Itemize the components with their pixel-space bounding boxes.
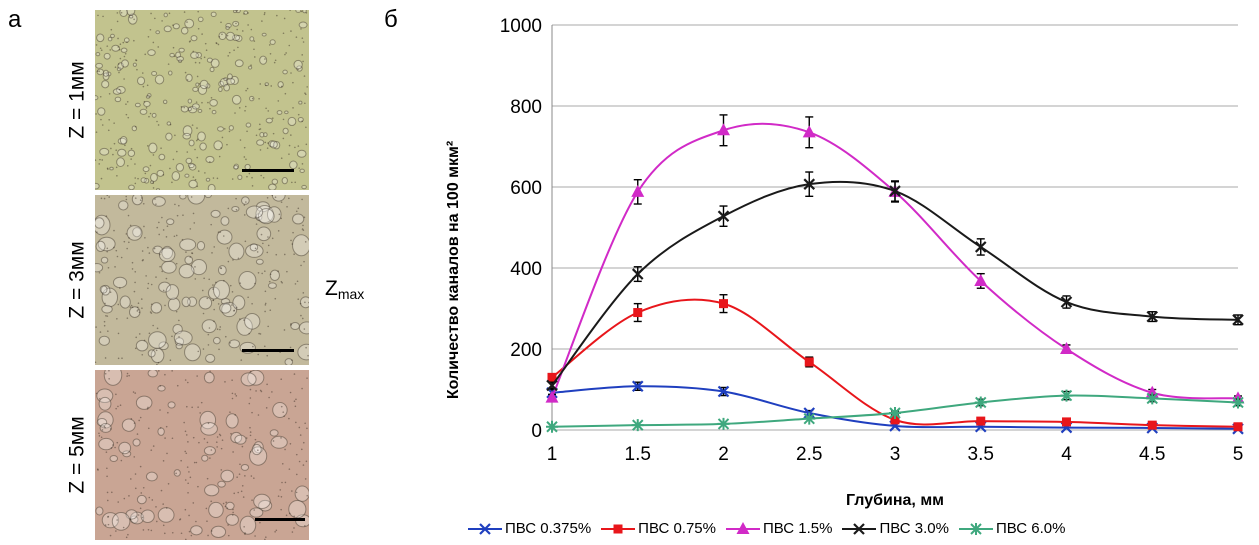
data-point xyxy=(546,379,558,392)
data-point xyxy=(804,357,814,367)
panel-b-letter: б xyxy=(384,6,398,33)
data-point xyxy=(631,184,645,197)
data-point xyxy=(717,210,730,222)
legend-swatch xyxy=(726,521,760,534)
data-point xyxy=(717,385,730,398)
z5-label: Z = 5мм xyxy=(66,416,90,494)
x-tick-label: 5 xyxy=(1233,444,1244,465)
data-point xyxy=(1060,342,1073,354)
legend-item: ПВС 6.0% xyxy=(958,520,1066,537)
scale-bar-z1 xyxy=(242,169,294,172)
x-tick-label: 3.5 xyxy=(968,444,994,465)
y-tick-label: 1000 xyxy=(500,16,542,37)
y-tick-label: 200 xyxy=(510,340,542,361)
data-point xyxy=(974,396,987,409)
x-tick-label: 2.5 xyxy=(796,444,822,465)
data-point xyxy=(1146,392,1159,405)
channels-depth-chart: 0 200 400 600 800 1000 1 1.5 2 2.5 3 3.5 4 4.5 5 Колич… xyxy=(445,16,1245,509)
data-point xyxy=(1146,310,1159,323)
legend-label: ПВС 0.375% xyxy=(505,520,592,537)
zmax-label: Zmax xyxy=(325,277,365,302)
legend-swatch xyxy=(468,522,502,535)
legend-label: ПВС 6.0% xyxy=(995,520,1066,537)
legend-item: ПВС 3.0% xyxy=(842,520,949,537)
y-axis-label: Количество каналов на 100 мкм² xyxy=(445,141,462,399)
data-point xyxy=(1147,420,1157,430)
scale-bar-z3 xyxy=(242,349,294,352)
x-tick-label: 3 xyxy=(890,444,901,465)
data-point xyxy=(889,185,901,197)
y-tick-label: 400 xyxy=(510,259,542,280)
data-point xyxy=(802,125,816,138)
y-tick-label: 0 xyxy=(531,421,542,442)
micrograph-z3 xyxy=(95,195,309,365)
data-point xyxy=(631,268,644,280)
legend-label: ПВС 0.75% xyxy=(638,520,716,537)
data-point xyxy=(889,406,901,419)
y-tick-label: 600 xyxy=(510,178,542,199)
legend-swatch xyxy=(601,524,636,533)
panel-a-letter: а xyxy=(8,6,22,33)
legend-label: ПВС 1.5% xyxy=(763,520,833,537)
x-tick-label: 1 xyxy=(547,444,558,465)
data-point xyxy=(633,308,643,318)
data-point xyxy=(546,420,558,433)
data-point xyxy=(1232,314,1244,326)
data-point xyxy=(1062,417,1071,427)
x-tick-label: 4.5 xyxy=(1139,444,1165,465)
series-4 xyxy=(546,389,1244,433)
micrograph-z5 xyxy=(95,370,309,540)
data-point xyxy=(1060,296,1073,308)
data-point xyxy=(974,273,988,286)
x-tick-label: 1.5 xyxy=(625,444,651,465)
legend-item: ПВС 0.75% xyxy=(601,520,716,537)
micrograph-z1 xyxy=(95,10,309,190)
data-point xyxy=(717,123,730,136)
data-point xyxy=(803,178,816,190)
y-tick-label: 800 xyxy=(510,97,542,118)
data-point xyxy=(547,372,557,382)
data-point xyxy=(974,241,987,253)
data-point xyxy=(631,380,644,393)
x-axis-label: Глубина, мм xyxy=(846,492,944,509)
data-point xyxy=(1233,422,1243,432)
data-point xyxy=(803,412,816,425)
x-tick-label: 4 xyxy=(1061,444,1072,465)
data-point xyxy=(717,417,730,430)
legend-swatch xyxy=(842,522,877,535)
series-line xyxy=(551,122,1239,400)
data-point xyxy=(1232,396,1244,409)
scale-bar-z5 xyxy=(255,518,305,521)
series-line xyxy=(551,180,1239,387)
data-point xyxy=(719,299,728,309)
z1-label: Z = 1мм xyxy=(66,61,90,139)
data-point xyxy=(1060,389,1073,402)
series-2 xyxy=(545,114,1245,404)
data-point xyxy=(545,390,559,403)
legend-item: ПВС 0.375% xyxy=(468,520,591,537)
data-point xyxy=(631,419,644,432)
x-tick-label: 2 xyxy=(718,444,729,465)
legend-item: ПВС 1.5% xyxy=(726,520,832,537)
series-3 xyxy=(546,171,1244,392)
data-point xyxy=(976,416,986,426)
chart-legend: ПВС 0.375% ПВС 0.75% ПВС 1.5% ПВС 3.0% ПВС 6… xyxy=(468,520,1065,537)
z3-label: Z = 3мм xyxy=(66,241,90,319)
legend-label: ПВС 3.0% xyxy=(879,520,949,537)
legend-swatch xyxy=(958,522,993,535)
data-point xyxy=(890,415,900,425)
